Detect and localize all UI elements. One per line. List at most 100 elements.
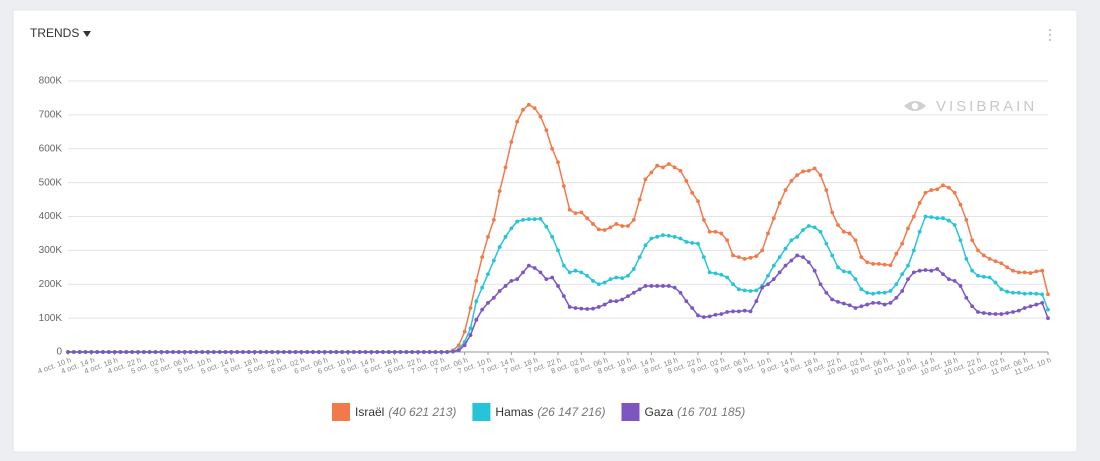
data-point [981,274,986,279]
data-point [847,270,852,275]
data-point [970,304,975,309]
title-dropdown-arrow[interactable] [83,31,91,37]
data-point [987,311,992,316]
data-point [859,287,864,292]
data-point [631,290,636,295]
y-tick-label: 800K [39,76,63,87]
data-point [433,350,438,354]
data-point [427,350,432,354]
data-point [701,315,706,320]
data-point [1034,302,1039,307]
data-point [299,350,304,354]
y-tick-label: 0 [56,347,62,358]
data-point [742,288,747,293]
data-point [474,278,479,283]
watermark-eye [904,101,926,111]
data-point [871,262,875,266]
data-point [952,223,957,227]
data-point [900,272,905,276]
data-point [217,350,222,354]
menu-icon[interactable] [1048,28,1052,42]
data-point [655,284,660,288]
data-point [1040,300,1045,305]
legend-label: Israël (40 621 213) [355,405,456,419]
data-point [713,271,718,276]
data-point [532,106,537,110]
data-point [95,350,100,354]
data-point [1034,269,1039,274]
y-tick-label: 400K [39,211,63,222]
data-point [818,282,823,287]
data-point [987,256,992,261]
data-point [865,260,870,265]
data-point [725,310,730,314]
data-point [480,255,485,260]
data-point [742,256,747,261]
data-point [911,214,916,219]
y-tick-label: 100K [39,313,63,324]
legend-item[interactable]: Hamas (26 147 216) [472,403,605,421]
legend-item[interactable]: Israël (40 621 213) [332,403,456,421]
data-point [696,313,700,318]
data-point [556,248,560,253]
data-point [357,350,362,354]
data-point [439,350,444,354]
data-point [853,306,858,310]
data-point [958,284,963,288]
data-point [608,225,613,230]
chart-title[interactable]: TRENDS [30,26,79,40]
data-point [661,284,665,288]
data-point [754,299,759,304]
data-point [736,309,741,314]
data-point [1034,291,1039,296]
data-point [235,350,240,354]
data-point [386,350,391,354]
data-point [818,229,823,234]
data-point [783,246,788,251]
data-point [836,299,840,304]
data-point [731,282,735,287]
data-point [719,231,724,236]
data-point [602,302,607,307]
data-point [252,350,257,354]
data-point [806,224,811,228]
data-point [684,240,689,244]
data-point [795,253,800,258]
data-point [596,282,601,287]
data-point [591,222,595,226]
data-point [649,284,654,288]
data-point [1011,310,1015,314]
data-point [894,251,899,256]
data-point [771,263,776,268]
data-point [649,236,654,241]
data-point [754,254,759,259]
data-point [567,305,572,309]
data-point [620,224,625,228]
data-point [719,272,724,277]
data-point [1022,291,1027,296]
data-point [841,269,846,274]
data-point [836,265,840,270]
data-point [993,312,998,316]
data-point [894,282,899,287]
data-point [305,350,310,354]
data-point [696,199,700,204]
data-point [1011,268,1015,273]
data-point [707,314,712,319]
data-point [229,350,234,354]
data-point [999,312,1004,316]
legend-item[interactable]: Gaza (16 701 185) [621,403,745,421]
data-point [935,216,940,221]
data-point [725,275,730,280]
data-point [1005,289,1010,294]
data-point [445,350,450,354]
data-point [550,275,555,280]
data-point [456,343,461,348]
data-point [392,350,397,354]
data-point [620,297,625,302]
data-point [806,260,811,265]
data-point [906,263,910,268]
data-point [451,349,455,354]
data-point [766,231,770,236]
